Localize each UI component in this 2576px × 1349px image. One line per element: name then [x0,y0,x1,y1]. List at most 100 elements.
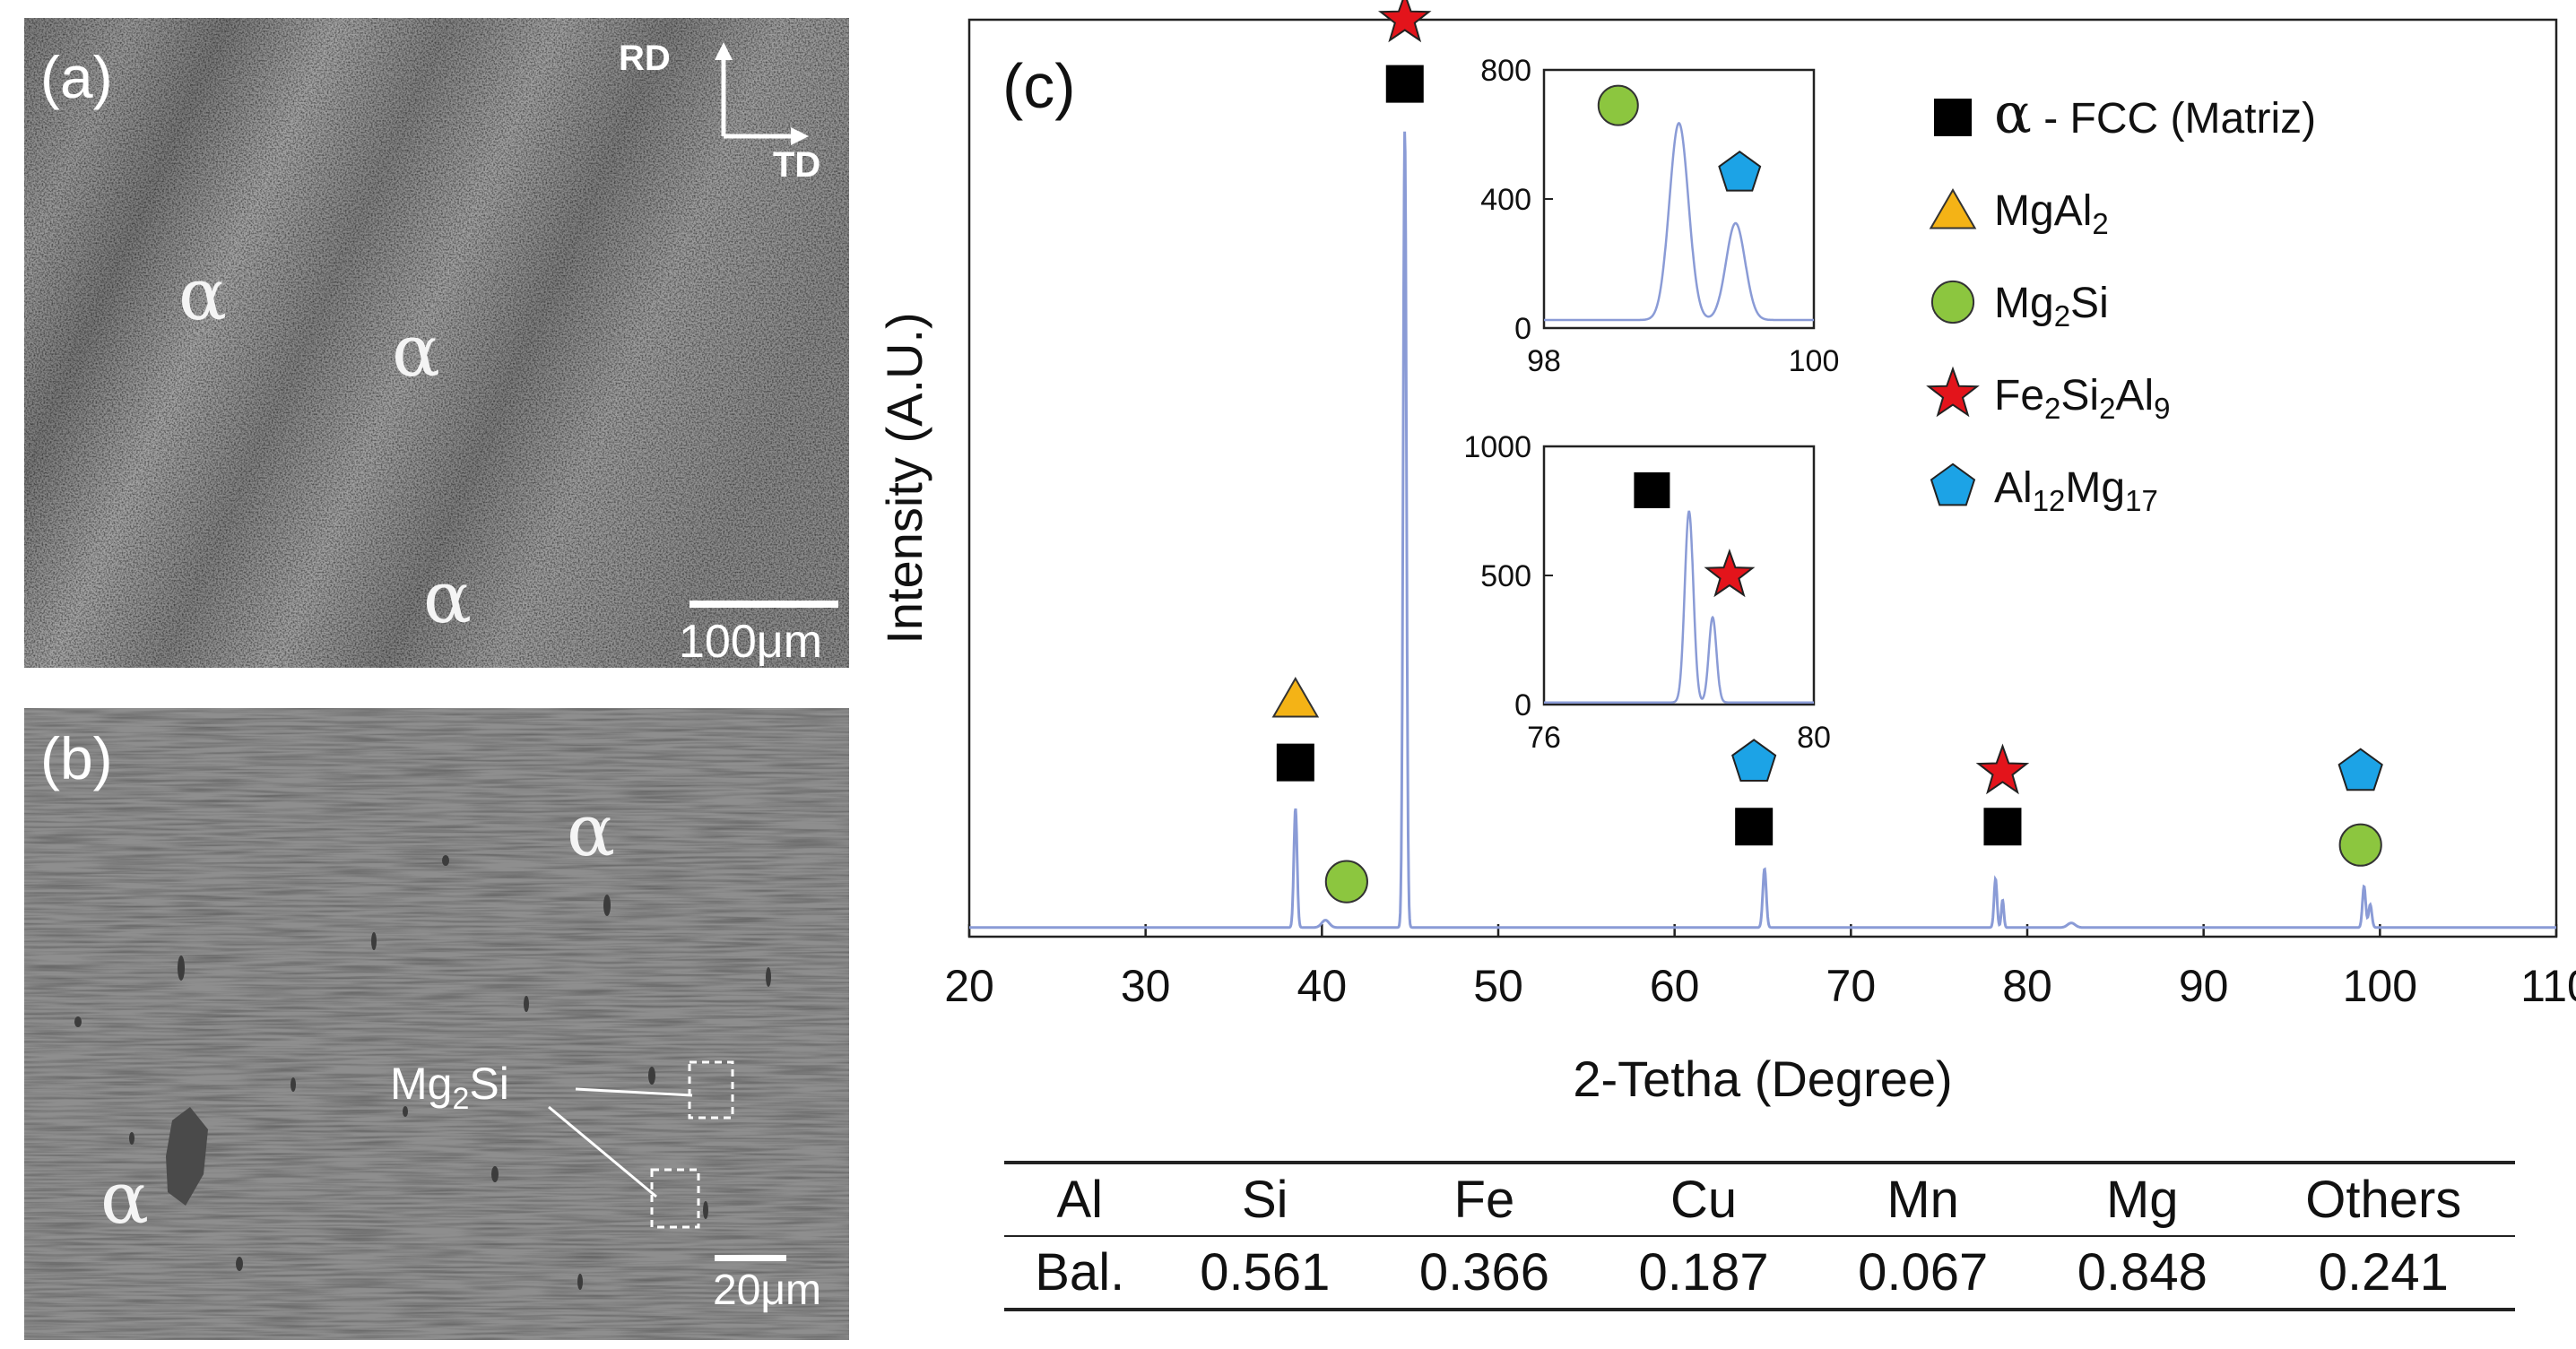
pentagon-marker [1930,463,1976,506]
legend-label: Fe2Si2Al9 [1994,372,2170,425]
inset-y-tick-label: 500 [1480,559,1531,593]
panel-a-alpha-2: α [392,309,441,393]
pentagon-marker [1731,739,1777,782]
x-tick-label: 90 [2179,961,2229,1011]
inset-frame [1542,68,1816,330]
inset-y-tick-label: 400 [1480,183,1531,217]
table-header-cell: Si [1241,1171,1288,1229]
panel-c-label: (c) [1002,51,1076,121]
mg2si-leader-2 [548,1105,657,1198]
panel-a-alpha-3: α [423,556,473,639]
panel-b-alpha-1: α [567,789,616,872]
scale-bar-b [715,1255,786,1261]
scale-bar-a [690,601,838,608]
x-tick-label: 30 [1121,961,1171,1011]
star-marker [1704,549,1756,598]
star-marker [1377,0,1432,43]
legend-label: Al12Mg17 [1994,464,2158,517]
table-value-cell: 0.241 [2318,1243,2449,1301]
table-header-cell: Fe [1453,1171,1515,1229]
square-marker [1934,99,1972,136]
plot-frame [967,18,2558,938]
x-tick-label: 80 [2002,961,2052,1011]
legend-label: α - FCC (Matriz) [1994,81,2316,146]
legend-label: MgAl2 [1994,187,2109,240]
legend-item-circle: Mg2Si [1930,280,2109,333]
star-marker [1926,366,1980,418]
square-marker [1634,471,1670,508]
rd-td-axes-icon [715,42,809,145]
xrd-chart: 20 30 40 50 60 70 80 90 100 110 2-Tetha (Degree) In… [879,0,2576,1107]
mg2si-box-1 [688,1060,734,1120]
panel-b-label: (b) [40,725,113,791]
circle-marker [2338,823,2382,867]
inset-x-tick-label: 80 [1797,721,1831,755]
precipitate-dots [74,855,771,1290]
inset-pattern-line [1544,122,1814,322]
legend-item-triangle: MgAl2 [1929,187,2109,240]
table-value-cell: 0.848 [2077,1243,2207,1301]
table-header-cell: Mn [1886,1171,1959,1229]
inset-y-tick-label: 1000 [1463,430,1531,464]
legend-label: Mg2Si [1994,280,2109,333]
panel-a-image [24,18,849,668]
x-tick-label: 50 [1473,961,1523,1011]
table-value-cell: 0.561 [1200,1243,1331,1301]
scale-bar-b-label: 20μm [713,1267,822,1314]
triangle-marker [1271,677,1320,718]
inset-x-tick-label: 76 [1527,721,1561,755]
table-value-cell: Bal. [1035,1243,1125,1301]
inclusion-shape [166,1107,208,1206]
composition-value-row: Bal. 0.561 0.366 0.187 0.067 0.848 0.241 [1004,1236,2515,1310]
mg2si-leader-1 [575,1087,693,1097]
legend-item-star: Fe2Si2Al9 [1926,366,2170,425]
panel-b-image [24,708,849,1340]
triangle-marker [1929,188,1977,229]
xrd-pattern-line [969,131,2556,930]
circle-marker [1597,84,1639,126]
x-tick-label: 70 [1826,961,1877,1011]
panel-b-micrograph: (b) α α Mg2Si 20μm [24,708,849,1340]
y-axis-label: Intensity (A.U.) [879,312,932,644]
panel-b-alpha-2: α [100,1156,150,1240]
composition-header-row: Al Si Fe Cu Mn Mg Others [1004,1163,2515,1236]
x-tick-label: 60 [1650,961,1700,1011]
panel-a-label: (a) [40,44,113,110]
panel-a-micrograph: (a) α α α RD TD 100μm [24,18,849,668]
table-value-cell: 0.067 [1858,1243,1989,1301]
composition-table: Al Si Fe Cu Mn Mg Others Bal. 0.561 0.366 0.187 0.… [1004,1161,2515,1311]
table-value-cell: 0.187 [1638,1243,1769,1301]
table-value-cell: 0.366 [1418,1243,1549,1301]
inset-2: 0 500 1000 76 80 [1463,430,1831,755]
legend-item-square: α - FCC (Matriz) [1934,81,2316,146]
axis-td-label: TD [773,145,821,185]
panel-a-alpha-1: α [178,253,228,336]
inset-y-tick-label: 0 [1514,312,1531,346]
mg2si-label: Mg2Si [390,1059,509,1116]
inset-1: 0 400 800 98 100 [1480,54,1839,378]
table-header-cell: Others [2305,1171,2462,1229]
x-tick-label: 100 [2343,961,2417,1011]
square-marker [1983,808,2022,846]
circle-marker [1930,280,1975,324]
inset-x-tick-label: 98 [1527,344,1561,378]
square-marker [1385,65,1424,103]
pentagon-marker [2337,748,2383,791]
x-tick-label: 40 [1297,961,1348,1011]
table-header-cell: Al [1056,1171,1104,1229]
scale-bar-a-label: 100μm [679,616,823,668]
inset-x-tick-label: 100 [1789,344,1840,378]
inset-y-tick-label: 800 [1480,54,1531,88]
axis-rd-label: RD [619,39,671,78]
inset-y-tick-label: 0 [1514,688,1531,722]
x-axis-label: 2-Tetha (Degree) [1573,1051,1952,1107]
square-marker [1276,743,1314,782]
table-header-cell: Mg [2105,1171,2179,1229]
x-tick-label: 20 [944,961,994,1011]
mg2si-box-2 [650,1168,700,1229]
inset-pattern-line [1544,510,1814,704]
inset-frame [1542,445,1816,706]
legend-item-pentagon: Al12Mg17 [1930,463,2158,517]
pentagon-marker [1718,150,1762,192]
x-tick-label: 110 [2520,961,2576,1011]
